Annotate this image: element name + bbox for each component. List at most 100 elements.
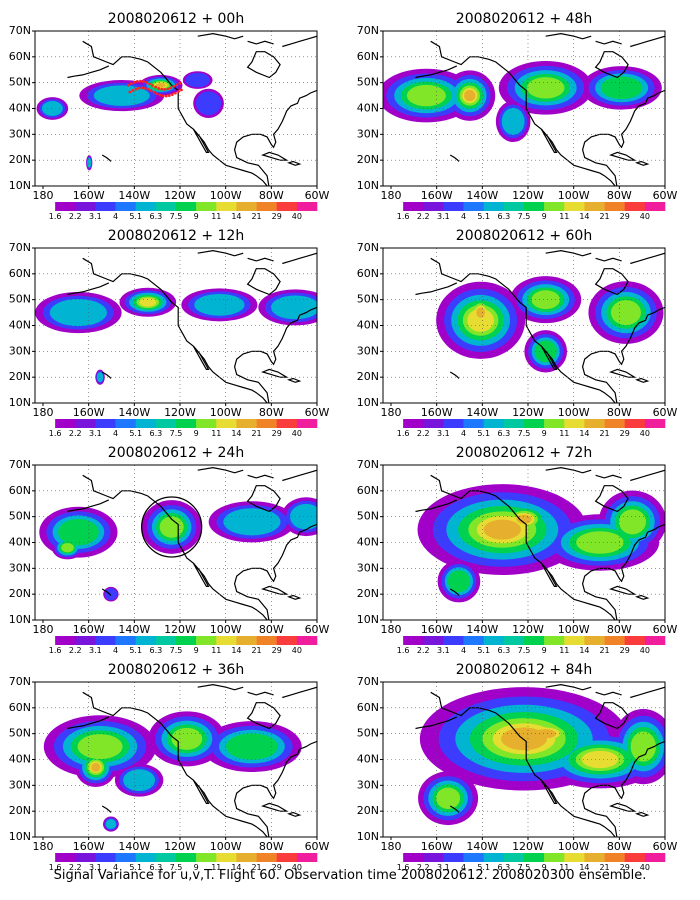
colorbar-label: 2.2 xyxy=(417,429,430,438)
colorbar-label: 21 xyxy=(251,863,261,872)
variance-contour xyxy=(464,90,476,102)
colorbar-label: 29 xyxy=(272,429,282,438)
coastline-segment xyxy=(430,257,616,403)
x-tick-label: 100W xyxy=(210,623,242,636)
observation-point xyxy=(180,88,183,92)
coastline-segment xyxy=(581,306,665,403)
variance-field xyxy=(417,484,665,603)
colorbar-swatch xyxy=(296,202,318,211)
colorbar-swatch xyxy=(115,636,137,645)
colorbar-label: 4 xyxy=(461,429,466,438)
map-panel: 2008020612 + 24h 10N 20N 30N 40N 50N 60N 70N 180… xyxy=(9,445,330,655)
x-tick-label: 180 xyxy=(33,840,54,853)
colorbar-label: 40 xyxy=(292,863,302,872)
coastline-segment xyxy=(415,499,458,513)
colorbar-label: 7.5 xyxy=(170,863,183,872)
colorbar-swatch xyxy=(403,636,424,645)
map-panel: 2008020612 + 48h 10N 20N 30N 40N 50N 60N 70N 180… xyxy=(357,11,678,221)
colorbar-swatch xyxy=(624,853,646,862)
colorbar: 1.6 2.2 3.1 4 5.1 6.3 7.5 9 11 14 21 29 40 xyxy=(35,419,318,438)
colorbar-label: 4 xyxy=(461,863,466,872)
colorbar-label: 29 xyxy=(620,646,630,655)
coastline-segment xyxy=(449,154,460,162)
colorbar-swatch xyxy=(176,202,197,211)
colorbar-swatch xyxy=(544,202,565,211)
colorbar-label: 9 xyxy=(194,212,199,221)
colorbar-label: 1.6 xyxy=(49,212,62,221)
observation-point xyxy=(154,85,158,89)
coastline xyxy=(67,32,317,186)
colorbar-label: 14 xyxy=(231,429,241,438)
coastline-segment xyxy=(192,128,210,153)
variance-contour xyxy=(447,570,471,593)
observation-point xyxy=(126,83,130,87)
colorbar-swatch xyxy=(443,853,464,862)
panel-title: 2008020612 + 36h xyxy=(108,662,244,678)
colorbar-label: 3.1 xyxy=(437,646,450,655)
colorbar-label: 1.6 xyxy=(397,863,410,872)
y-tick-label: 70N xyxy=(9,458,31,471)
colorbar-swatch xyxy=(644,853,666,862)
coastline-segment xyxy=(540,128,558,153)
colorbar-swatch xyxy=(463,202,485,211)
x-tick-label: 60W xyxy=(653,840,678,853)
x-tick-label: 180 xyxy=(381,406,402,419)
colorbar-swatch xyxy=(75,636,96,645)
variance-contour xyxy=(531,290,560,310)
colorbar-label: 1.6 xyxy=(49,429,62,438)
colorbar-label: 9 xyxy=(542,646,547,655)
y-tick-label: 70N xyxy=(357,24,379,37)
y-tick-label: 20N xyxy=(9,587,31,600)
map-panel: 2008020612 + 12h 10N 20N 30N 40N 50N 60N 70N 180… xyxy=(9,228,330,438)
x-tick-label: 180 xyxy=(381,623,402,636)
x-tick-label: 160W xyxy=(73,406,105,419)
colorbar-label: 9 xyxy=(542,863,547,872)
colorbar-label: 40 xyxy=(292,429,302,438)
x-tick-label: 100W xyxy=(558,840,590,853)
x-tick-label: 60W xyxy=(305,406,330,419)
y-tick-label: 50N xyxy=(357,76,379,89)
y-tick-label: 30N xyxy=(9,561,31,574)
coastline-segment xyxy=(260,585,289,595)
colorbar-label: 6.3 xyxy=(497,646,510,655)
colorbar-swatch xyxy=(644,202,666,211)
colorbar-swatch xyxy=(544,636,565,645)
colorbar-label: 5.1 xyxy=(477,212,490,221)
coastline-segment xyxy=(246,702,281,730)
colorbar-swatch xyxy=(276,202,298,211)
colorbar-label: 7.5 xyxy=(518,429,531,438)
y-tick-label: 50N xyxy=(357,510,379,523)
coastline-segment xyxy=(233,740,317,837)
colorbar: 1.6 2.2 3.1 4 5.1 6.3 7.5 9 11 14 21 29 40 xyxy=(35,202,318,221)
coastline-segment xyxy=(545,249,592,257)
x-tick-label: 160W xyxy=(421,406,453,419)
colorbar-label: 5.1 xyxy=(129,863,142,872)
colorbar-swatch xyxy=(176,853,197,862)
colorbar-label: 3.1 xyxy=(437,863,450,872)
graticule xyxy=(383,31,665,186)
colorbar-swatch xyxy=(176,419,197,428)
colorbar-label: 14 xyxy=(579,863,589,872)
colorbar-label: 40 xyxy=(640,429,650,438)
colorbar-swatch xyxy=(55,419,76,428)
colorbar-swatch xyxy=(55,202,76,211)
x-tick-label: 180 xyxy=(33,189,54,202)
colorbar-label: 1.6 xyxy=(49,646,62,655)
coastline-segment xyxy=(608,368,637,378)
colorbar-swatch xyxy=(115,419,137,428)
coastline-segment xyxy=(540,779,558,805)
y-tick-label: 60N xyxy=(357,50,379,63)
y-tick-label: 50N xyxy=(9,76,31,89)
y-tick-label: 40N xyxy=(357,536,379,549)
colorbar-label: 9 xyxy=(194,863,199,872)
map-panel: 2008020612 + 84h 10N 20N 30N 40N 50N 60N 70N 180… xyxy=(357,662,678,872)
colorbar-label: 11 xyxy=(211,212,221,221)
colorbar-swatch xyxy=(443,202,464,211)
observation-point xyxy=(149,89,153,92)
observation-point xyxy=(175,83,179,87)
coastline xyxy=(67,466,317,620)
coastline xyxy=(415,683,665,837)
colorbar-swatch xyxy=(55,636,76,645)
graticule xyxy=(383,465,665,620)
colorbar: 1.6 2.2 3.1 4 5.1 6.3 7.5 9 11 14 21 29 40 xyxy=(383,419,666,438)
